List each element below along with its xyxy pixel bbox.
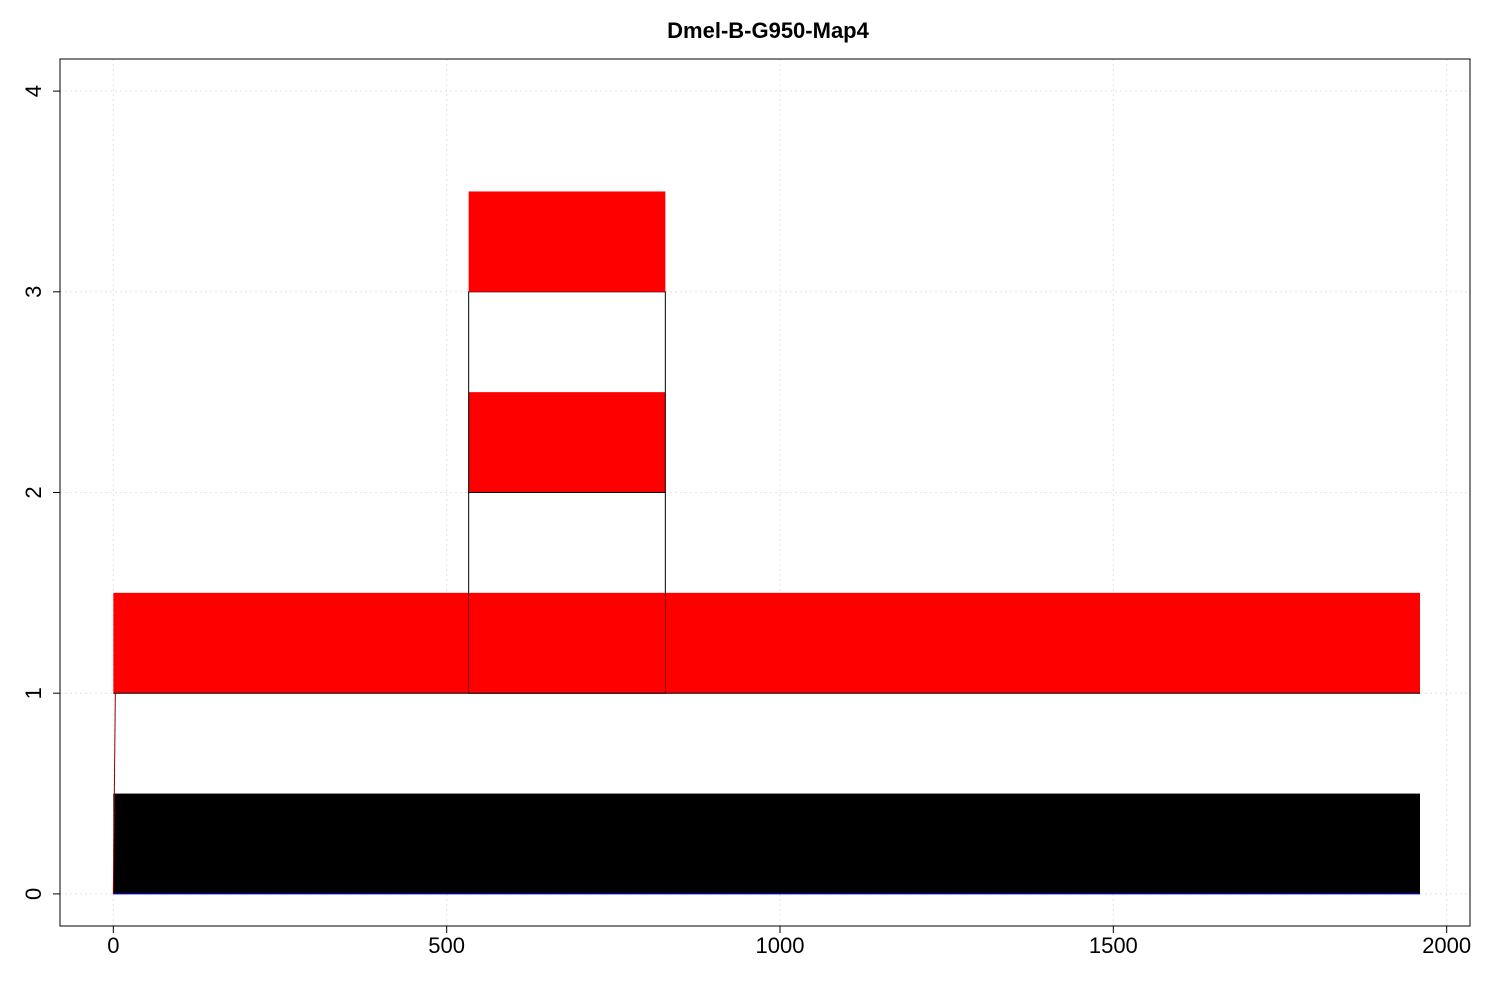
y-tick-label: 1 <box>21 687 46 699</box>
series-lines <box>112 692 1420 895</box>
y-tick-label: 2 <box>21 486 46 498</box>
bar-segment-5 <box>468 392 666 493</box>
x-axis: 0 500 1000 1500 2000 <box>107 926 1471 958</box>
bar-segment-0 <box>113 793 1420 894</box>
series-line-1 <box>112 693 116 894</box>
y-tick-label: 3 <box>21 286 46 298</box>
bar-segment-7 <box>468 191 666 292</box>
bar-segment-2 <box>113 592 1420 694</box>
y-tick-label: 4 <box>21 85 46 97</box>
bar-segment-4 <box>468 592 666 694</box>
x-tick-label: 500 <box>428 933 465 958</box>
x-tick-label: 2000 <box>1422 933 1471 958</box>
x-tick-label: 0 <box>107 933 119 958</box>
x-tick-label: 1000 <box>756 933 805 958</box>
y-tick-label: 0 <box>21 888 46 900</box>
x-tick-label: 1500 <box>1089 933 1138 958</box>
y-axis: 0 1 2 3 4 <box>21 85 60 900</box>
bar-segment-1 <box>113 693 1420 794</box>
chart-title: Dmel-B-G950-Map4 <box>667 18 869 43</box>
bars <box>113 191 1420 894</box>
